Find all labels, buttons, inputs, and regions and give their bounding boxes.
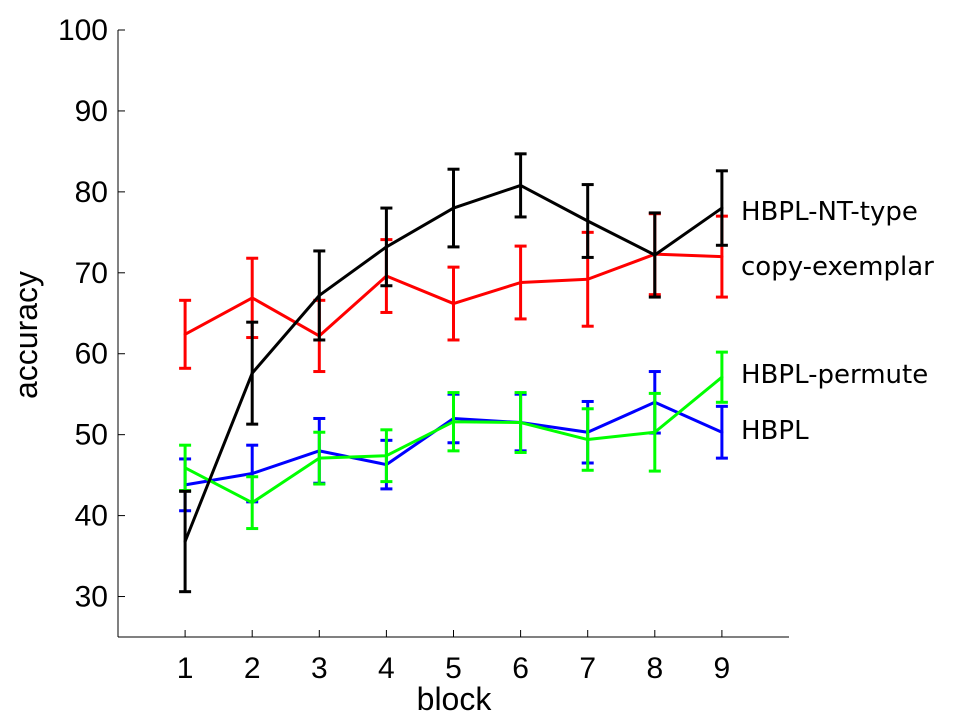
y-tick-label: 40	[75, 500, 108, 533]
y-tick-label: 70	[75, 257, 108, 290]
data-point	[384, 454, 388, 458]
x-tick-label: 4	[378, 652, 395, 685]
x-tick-label: 8	[646, 652, 663, 685]
x-tick-label: 5	[445, 652, 462, 685]
data-point	[653, 430, 657, 434]
data-point	[384, 245, 388, 249]
x-tick-label: 6	[512, 652, 529, 685]
y-axis-label: accuracy	[8, 271, 44, 399]
data-point	[720, 430, 724, 434]
data-point	[250, 371, 254, 375]
data-point	[183, 332, 187, 336]
y-tick-label: 30	[75, 581, 108, 614]
x-axis-ticks: 1 2 3 4 5 6 7 8 9	[177, 630, 730, 685]
series-hbpl-permute	[179, 350, 728, 531]
data-point	[519, 421, 523, 425]
data-point	[250, 501, 254, 505]
data-point	[250, 296, 254, 300]
series-label-hbpl: HBPL	[741, 416, 809, 446]
data-point	[519, 183, 523, 187]
data-point	[317, 456, 321, 460]
data-point	[653, 253, 657, 257]
y-tick-label: 60	[75, 338, 108, 371]
data-point	[586, 438, 590, 442]
series-labels: HBPL-NT-type copy-exemplar HBPL-permute HBP…	[741, 197, 934, 446]
data-point	[720, 375, 724, 379]
data-point	[720, 206, 724, 210]
series-label-hbpl-nt-type: HBPL-NT-type	[741, 197, 918, 227]
series-label-copy-exemplar: copy-exemplar	[741, 252, 934, 282]
series-label-hbpl-permute: HBPL-permute	[741, 360, 928, 390]
x-tick-label: 1	[177, 652, 194, 685]
data-point	[452, 302, 455, 306]
y-tick-label: 80	[75, 176, 108, 209]
y-axis-ticks: 30 40 50 60 70 80 90 100	[58, 14, 125, 614]
series-hbpl-nt-type	[179, 152, 728, 594]
data-point	[720, 255, 724, 259]
data-point	[452, 420, 455, 424]
x-tick-label: 2	[244, 652, 261, 685]
data-point	[519, 281, 523, 285]
data-point	[452, 206, 455, 210]
data-point	[317, 293, 321, 297]
x-tick-label: 3	[311, 652, 328, 685]
data-point	[183, 466, 187, 470]
y-tick-label: 90	[75, 95, 108, 128]
data-point	[250, 472, 254, 476]
y-tick-label: 100	[58, 14, 108, 47]
x-tick-label: 9	[714, 652, 731, 685]
data-point	[586, 277, 590, 281]
series-layer	[179, 152, 728, 594]
y-tick-label: 50	[75, 419, 108, 452]
x-tick-label: 7	[579, 652, 596, 685]
x-axis-label: block	[417, 681, 493, 717]
data-point	[183, 539, 187, 543]
data-point	[586, 219, 590, 223]
